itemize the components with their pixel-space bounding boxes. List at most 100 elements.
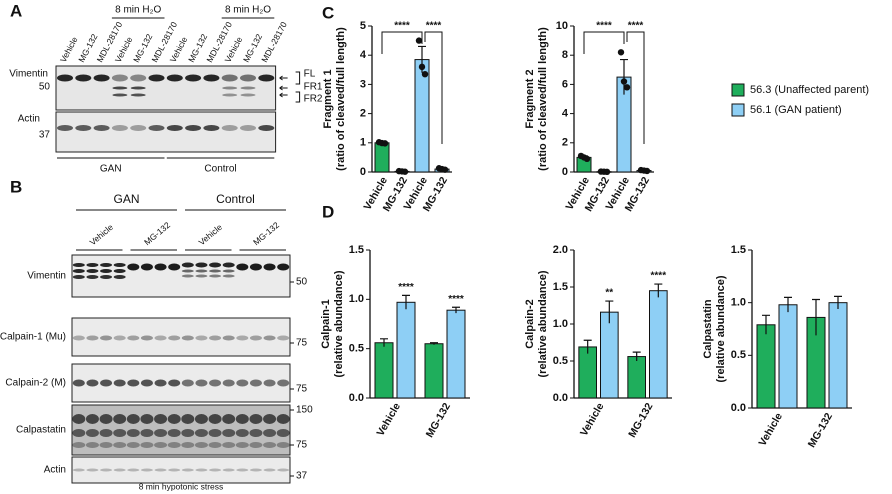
- bar: [424, 343, 444, 399]
- row-label: Actin: [44, 465, 66, 476]
- band: [240, 93, 256, 97]
- bar: [600, 311, 619, 399]
- y-axis-label: Calpain-1: [320, 299, 332, 349]
- band: [209, 335, 222, 341]
- band: [72, 335, 85, 341]
- band: [277, 468, 290, 472]
- y-axis-label: Fragment 2: [524, 69, 536, 128]
- band: [127, 379, 140, 387]
- band: [154, 429, 168, 437]
- band: [100, 335, 113, 341]
- band: [276, 429, 290, 437]
- band: [208, 414, 222, 424]
- y-tick-label: 2: [562, 137, 568, 149]
- significance-label: ****: [394, 21, 410, 32]
- lane-label: MG-132: [251, 220, 281, 248]
- band: [85, 429, 99, 437]
- band: [85, 442, 99, 448]
- x-tick-label: MG-132: [806, 411, 835, 450]
- band: [195, 468, 208, 472]
- band: [263, 335, 276, 341]
- marker-label: 75: [296, 338, 308, 349]
- y-axis-label: (relative abundance): [715, 275, 727, 382]
- band: [140, 429, 154, 437]
- band: [195, 274, 208, 278]
- y-tick-label: 0.5: [349, 343, 364, 355]
- band: [166, 74, 183, 82]
- marker-label: 75: [296, 440, 308, 451]
- band-label: FL: [304, 69, 316, 80]
- band: [86, 275, 99, 279]
- bar: [828, 302, 848, 409]
- band: [249, 335, 262, 341]
- band: [208, 442, 222, 448]
- condition-label: 8 min H₂O: [115, 5, 161, 16]
- band: [236, 263, 249, 271]
- data-point: [418, 63, 426, 71]
- band: [130, 125, 147, 131]
- band: [194, 429, 208, 437]
- data-point: [603, 168, 611, 176]
- lane-label: Vehicle: [88, 222, 116, 247]
- legend-swatch: [731, 83, 745, 97]
- marker-label: 50: [39, 82, 51, 93]
- band: [235, 429, 249, 437]
- band: [113, 442, 127, 448]
- error-bar: [654, 283, 663, 298]
- band: [185, 74, 202, 82]
- band: [126, 429, 140, 437]
- y-tick-label: 0: [562, 166, 568, 178]
- band: [154, 468, 167, 472]
- band: [209, 269, 222, 273]
- band: [209, 468, 222, 472]
- band: [181, 442, 195, 448]
- y-tick-label: 1.5: [349, 244, 364, 256]
- band: [140, 442, 154, 448]
- band: [263, 442, 277, 448]
- data-point: [421, 70, 429, 78]
- band: [111, 125, 128, 131]
- band: [209, 274, 222, 278]
- band: [127, 263, 140, 271]
- band: [140, 468, 153, 472]
- band: [167, 414, 181, 424]
- band: [222, 93, 238, 97]
- band: [181, 468, 194, 472]
- band: [181, 262, 194, 268]
- panel-label: A: [10, 1, 22, 20]
- band: [154, 379, 167, 387]
- marker-label: 37: [296, 471, 308, 482]
- condition-label: 8 min H₂O: [225, 5, 271, 16]
- band: [57, 125, 73, 131]
- data-point: [623, 84, 631, 91]
- band: [240, 86, 256, 90]
- band: [236, 468, 249, 472]
- lane-label: Vehicle: [197, 222, 225, 247]
- band: [194, 414, 208, 424]
- band: [113, 429, 127, 437]
- band: [166, 125, 183, 131]
- band: [100, 468, 113, 472]
- band: [113, 468, 126, 472]
- band: [240, 125, 256, 131]
- y-tick-label: 1.5: [731, 244, 746, 256]
- marker-label: 150: [296, 405, 313, 416]
- lane-label: MDL-28170: [259, 20, 289, 64]
- significance-label: ****: [398, 282, 414, 293]
- band: [126, 442, 140, 448]
- band: [148, 125, 165, 131]
- legend-swatch: [731, 103, 745, 117]
- y-axis-label: Calpastatin: [702, 299, 714, 359]
- y-axis-label: Fragment 1: [322, 69, 334, 128]
- band: [263, 429, 277, 437]
- band: [113, 414, 127, 424]
- band: [263, 379, 276, 387]
- marker-label: 50: [296, 277, 308, 288]
- band: [72, 468, 85, 472]
- bar: [446, 309, 466, 399]
- significance-label: ****: [596, 21, 612, 32]
- band: [276, 414, 290, 424]
- y-tick-label: 0.5: [553, 355, 568, 367]
- error-bar: [812, 298, 820, 336]
- group-label: Control: [216, 192, 255, 206]
